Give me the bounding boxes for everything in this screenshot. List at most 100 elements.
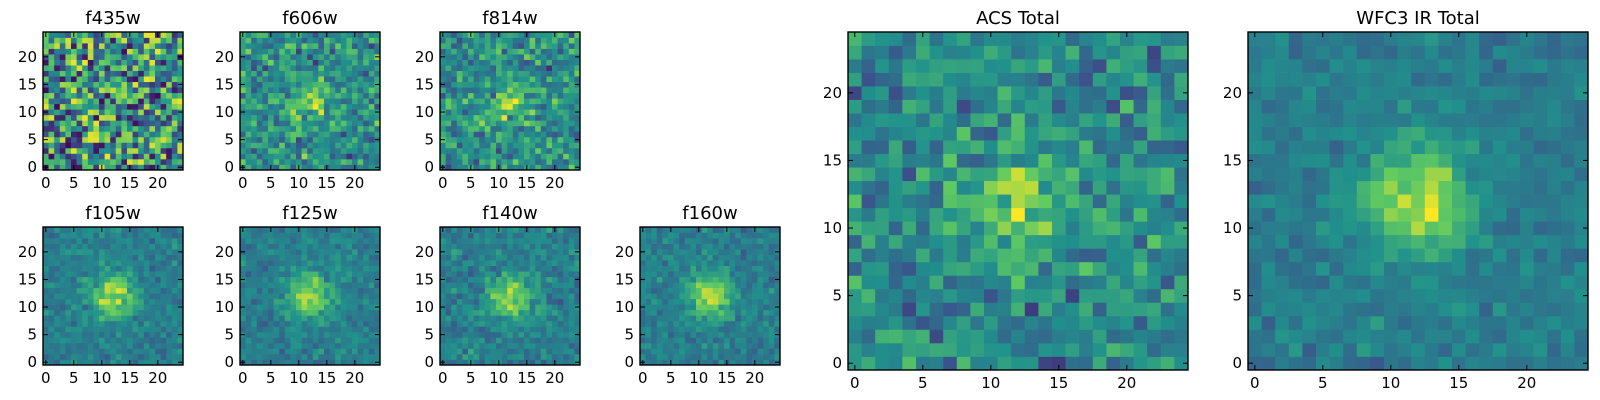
pixel-cell (160, 125, 167, 132)
pixel-cell (507, 147, 514, 154)
pixel-cell (166, 326, 173, 333)
pixel-cell (149, 238, 156, 244)
pixel-cell (318, 65, 325, 71)
pixel-cell (296, 260, 302, 266)
pixel-cell (340, 153, 347, 160)
pixel-cell (177, 337, 184, 344)
pixel-cell (546, 293, 553, 300)
pixel-cell (346, 65, 353, 71)
pixel-cell (490, 120, 497, 127)
pixel-cell (445, 136, 452, 143)
pixel-cell (690, 337, 697, 344)
pixel-cell (768, 254, 775, 261)
pixel-cell (143, 260, 150, 266)
pixel-cell (59, 271, 66, 278)
pixel-cell (340, 287, 347, 294)
pixel-cell (546, 331, 553, 338)
pixel-cell (357, 260, 364, 266)
pixel-cell (279, 348, 286, 355)
pixel-cell (93, 331, 100, 338)
pixel-cell (284, 282, 291, 289)
pixel-cell (374, 65, 381, 71)
pixel-cell (48, 125, 55, 132)
pixel-cell (93, 164, 100, 171)
pixel-cell (290, 48, 297, 55)
pixel-cell (524, 37, 530, 44)
pixel-cell (301, 142, 308, 149)
pixel-cell (524, 243, 530, 250)
pixel-cell (290, 142, 297, 149)
pixel-cell (324, 315, 330, 322)
pixel-cell (363, 326, 370, 333)
pixel-cell (484, 120, 491, 127)
pixel-cell (1011, 275, 1026, 290)
pixel-cell (501, 271, 508, 278)
pixel-cell (518, 92, 525, 99)
pixel-cell (656, 293, 663, 300)
pixel-cell (696, 254, 702, 261)
pixel-cell (99, 153, 105, 160)
pixel-cell (535, 359, 542, 366)
pixel-cell (374, 232, 381, 239)
pixel-cell (451, 337, 458, 344)
pixel-cell (529, 109, 536, 116)
pixel-cell (445, 48, 452, 55)
pixel-cell (48, 232, 55, 239)
pixel-cell (1011, 356, 1026, 371)
pixel-cell (307, 271, 314, 278)
pixel-cell (568, 342, 575, 349)
pixel-cell (501, 359, 508, 366)
pixel-cell (501, 65, 508, 71)
pixel-cell (177, 293, 184, 300)
pixel-cell (318, 320, 325, 327)
pixel-cell (171, 260, 178, 266)
pixel-cell (352, 260, 358, 266)
pixel-cell (1052, 153, 1066, 168)
pixel-cell (268, 114, 274, 121)
pixel-cell (115, 158, 122, 165)
pixel-cell (568, 65, 575, 71)
pixel-cell (149, 282, 156, 289)
pixel-cell (363, 342, 370, 349)
pixel-cell (861, 180, 876, 195)
pixel-cell (284, 109, 291, 116)
pixel-cell (496, 282, 502, 289)
pixel-cell (93, 136, 100, 143)
pixel-cell (718, 320, 725, 327)
pixel-cell (65, 232, 72, 239)
pixel-cell (82, 70, 89, 77)
pixel-cell (724, 331, 730, 338)
pixel-cell (1106, 302, 1121, 317)
pixel-cell (563, 54, 570, 60)
pixel-cell (518, 271, 525, 278)
pixel-cell (735, 331, 742, 338)
pixel-cell (240, 348, 246, 355)
pixel-cell (54, 54, 61, 60)
pixel-cell (307, 298, 314, 305)
pixel-cell (529, 81, 536, 88)
pixel-cell (132, 293, 139, 300)
pixel-cell (59, 260, 66, 266)
pixel-cell (171, 287, 178, 294)
pixel-cell (479, 54, 486, 60)
pixel-cell (557, 353, 564, 360)
pixel-cell (335, 348, 342, 355)
pixel-cell (1052, 315, 1066, 330)
pixel-cell (1011, 288, 1026, 303)
pixel-cell (268, 271, 274, 278)
x-tick-label: 0 (238, 174, 248, 192)
pixel-cell (59, 342, 66, 349)
pixel-cell (87, 158, 94, 165)
pixel-cell (54, 271, 61, 278)
pixel-cell (307, 254, 314, 261)
pixel-cell (484, 282, 491, 289)
pixel-cell (87, 136, 94, 143)
pixel-cell (324, 81, 330, 88)
pixel-cell (540, 227, 547, 233)
pixel-cell (1052, 248, 1066, 263)
pixel-cell (679, 326, 686, 333)
pixel-cell (552, 238, 558, 244)
pixel-cell (284, 243, 291, 250)
pixel-cell (340, 309, 347, 316)
pixel-cell (507, 315, 514, 322)
